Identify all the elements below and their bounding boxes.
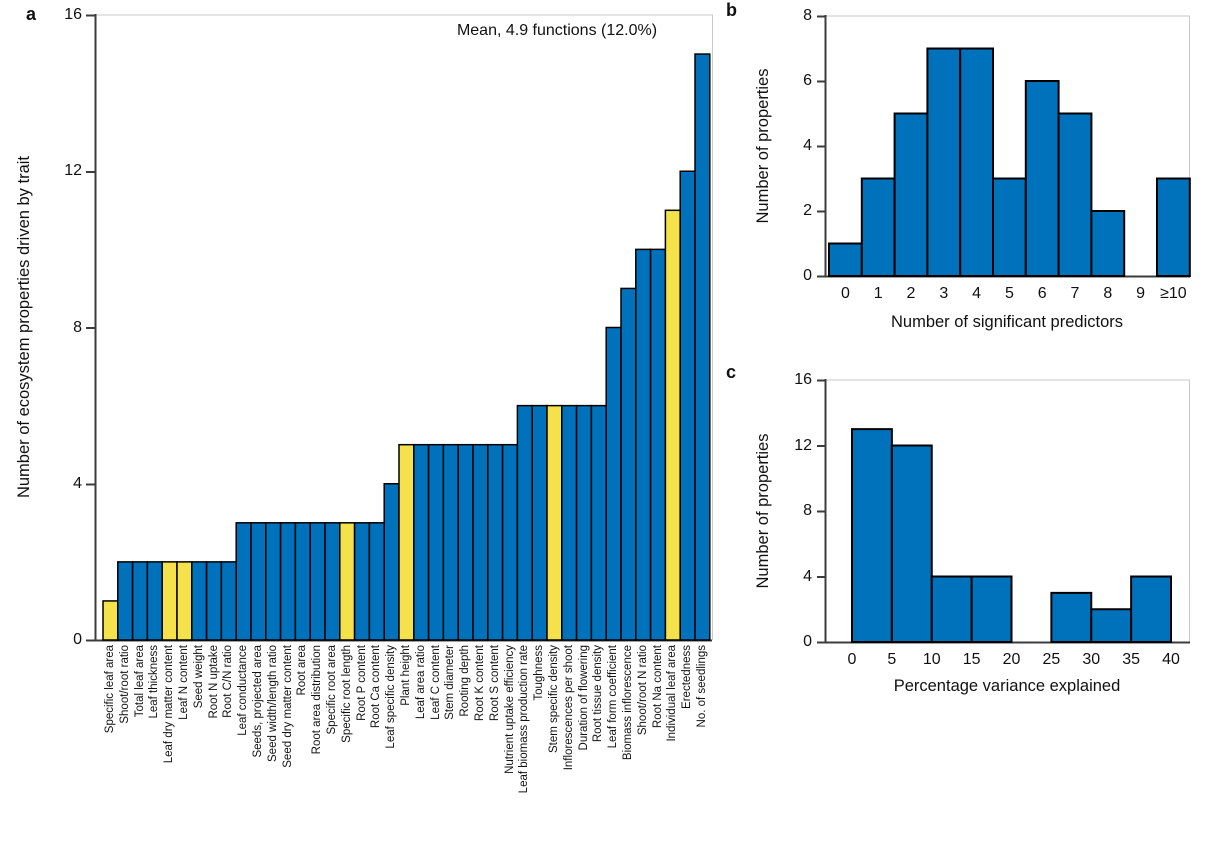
bar-leaf-thickness [146,561,163,641]
bar-predictors-4 [959,47,995,277]
panel-c-x-axis-title: Percentage variance explained [893,677,1121,695]
bar-root-p-content [353,522,371,641]
bar-leaf-conductance [235,522,252,641]
bar-root-k-content [472,443,489,641]
bar-plant-height [398,443,415,641]
bar-seed-dry-matter-content [279,522,297,641]
bar-specific-root-area [324,522,341,641]
bar-individual-leaf-area [664,209,681,641]
bar-predictors-7 [1057,112,1093,277]
bar-root-area [294,522,311,641]
bar-erectedness [679,170,696,641]
bar-biomass-inflorescence [620,287,637,641]
bar-variance-30-35 [1090,608,1133,643]
bar-root-na-content [649,248,667,641]
bar-shoot-root-ratio [117,561,134,641]
bar-root-c-n-ratio [220,561,237,641]
panel-c-y-axis-title: Number of properties [754,433,772,589]
bar-leaf-area-ratio [413,443,430,641]
bar-seed-width-length-ratio [265,522,282,641]
bar-predictors-3 [926,47,962,277]
bar-no-of-seedlings [694,53,711,641]
panel-b-y-axis-title: Number of properties [754,68,772,224]
bar-leaf-form-coefficient [605,326,622,641]
panel-a-y-axis-title: Number of ecosystem properties driven by… [15,155,33,499]
bar-leaf-n-content [176,561,193,641]
panel-b-x-axis-title: Number of significant predictors [890,313,1123,331]
bar-nutrient-uptake-efficiency [501,443,519,641]
bar-predictors-0 [828,242,863,277]
bar-predictors-2 [893,112,929,277]
bar-seeds-projected-area [250,522,267,641]
bar-rooting-depth [457,443,474,641]
bar-stem-specific-density [546,404,563,641]
bar-variance-15-20 [970,575,1013,643]
bar-predictors-5 [992,177,1027,277]
bar-variance-5-10 [890,444,933,643]
bar-leaf-biomass-production-rate [516,404,533,641]
bar-stem-diameter [442,443,459,641]
bar-total-leaf-area [131,561,149,641]
panel-a-letter: a [26,4,37,24]
panel-a-mean-annotation: Mean, 4.9 functions (12.0%) [456,22,658,39]
bar-leaf-specific-density [383,483,400,641]
bar-root-area-distribution [309,522,326,641]
bar-leaf-c-content [427,443,445,641]
bar-shoot-root-n-ratio [635,248,652,641]
bar-predictors-6 [1024,80,1060,277]
bar-specific-leaf-area [102,600,119,641]
bar-predictors-10 [1156,177,1191,277]
bar-root-s-content [487,443,504,641]
bar-root-ca-content [368,522,385,641]
panel-b-letter: b [726,0,737,20]
bar-variance-35-40 [1130,575,1172,643]
bar-predictors-1 [860,177,896,277]
bar-inflorescences-per-shoot [561,404,578,641]
bar-duration-of-flowering [575,404,593,641]
bar-variance-0-5 [851,428,893,643]
bar-variance-10-15 [930,575,973,643]
bar-predictors-8 [1090,210,1126,277]
bar-toughness [531,404,548,641]
bar-specific-root-length [339,522,356,641]
bar-seed-weight [191,561,208,641]
bar-root-tissue-density [590,404,607,641]
bar-root-n-uptake [205,561,223,641]
panel-c-letter: c [726,362,737,382]
bar-variance-25-30 [1050,591,1093,643]
bar-leaf-dry-matter-content [161,561,178,641]
